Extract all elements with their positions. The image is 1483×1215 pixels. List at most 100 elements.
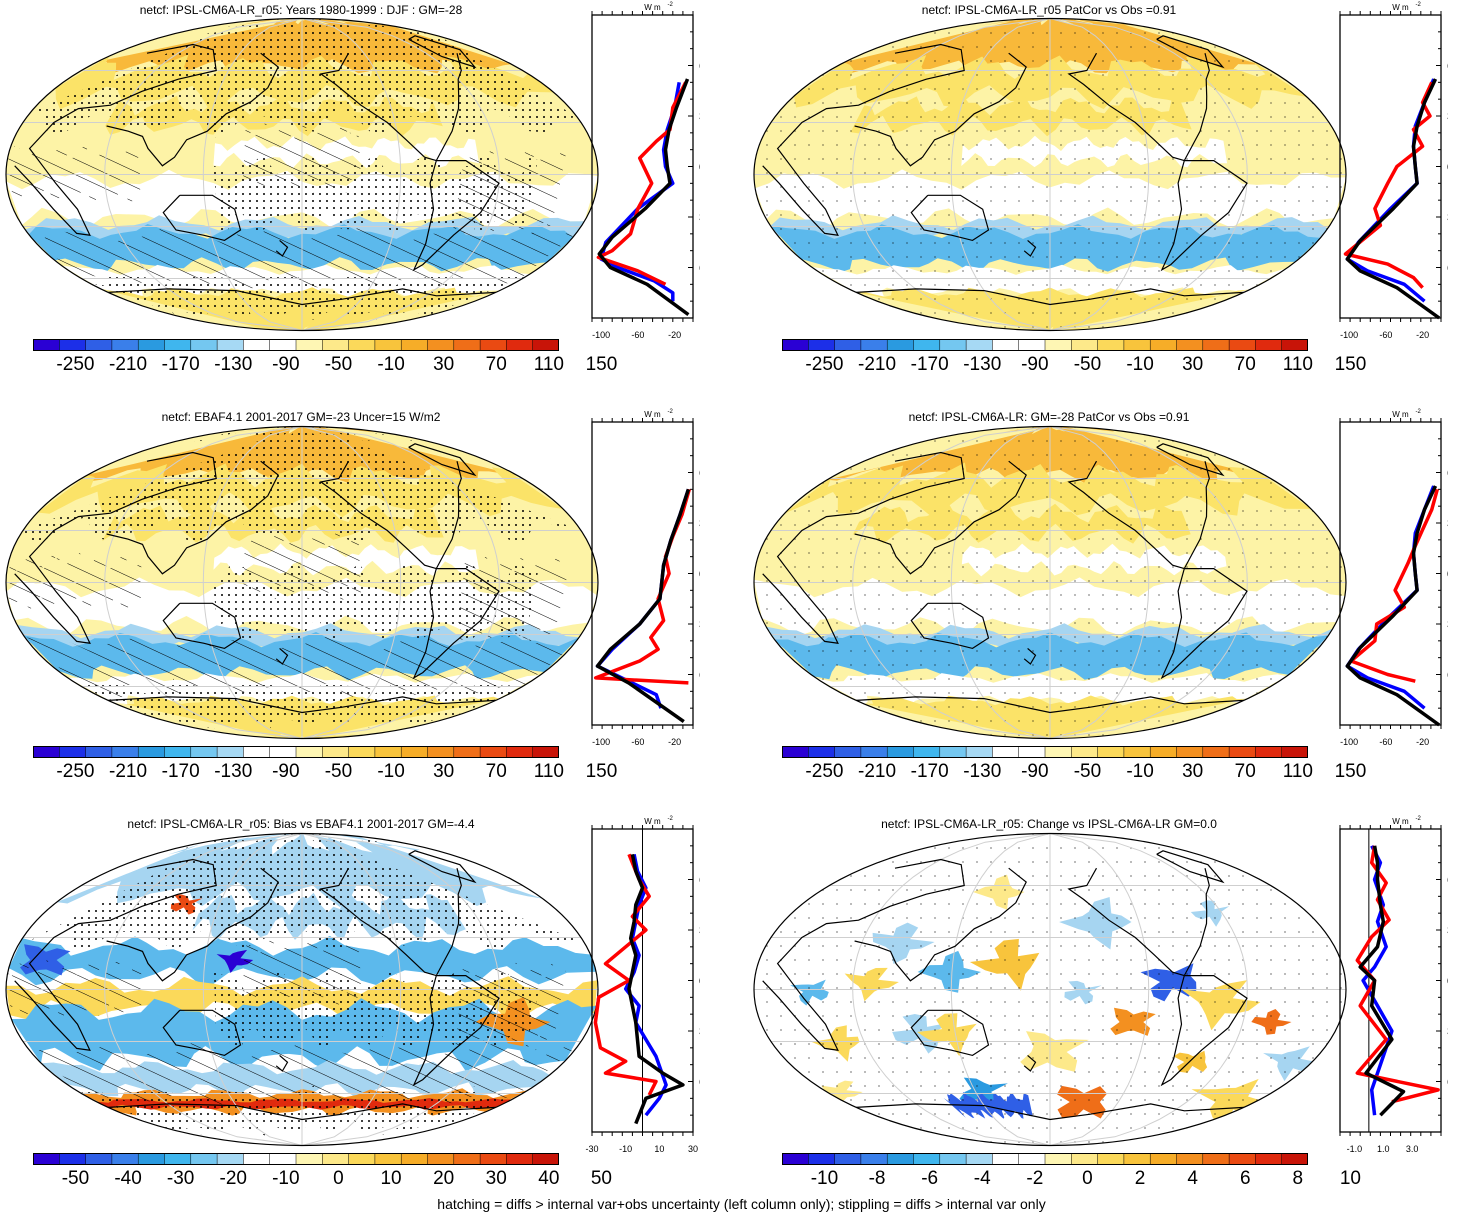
colorbar-tick-label: 10	[1339, 1168, 1362, 1189]
colorbar-swatch	[1255, 339, 1283, 351]
stippling	[30, 18, 577, 138]
colorbar-tick-label: 110	[1282, 354, 1313, 375]
colorbar-frame	[33, 339, 559, 351]
map-title: netcf: IPSL-CM6A-LR_r05: Change vs IPSL-…	[881, 817, 1217, 831]
colorbar-swatch	[1044, 1153, 1073, 1165]
colorbar-tick-label: -170	[910, 354, 949, 375]
x-tick-label: 30	[688, 1144, 698, 1154]
colorbar-swatch	[1202, 1153, 1230, 1165]
colorbar-tick-label: -90	[272, 354, 300, 375]
colorbar-swatch	[1228, 339, 1257, 351]
colorbar-swatch	[939, 339, 967, 351]
coastlines	[14, 35, 500, 306]
coastline	[1156, 850, 1225, 884]
colorbar-tick-label: -10	[810, 1168, 839, 1189]
colorbar-tick-label: 30	[1182, 354, 1204, 375]
colorbar-tick-label: -30	[166, 1168, 195, 1189]
coastlines	[762, 850, 1248, 1121]
map-border	[5, 832, 599, 1147]
colorbar-swatch	[59, 1153, 87, 1165]
colorbar	[782, 746, 1308, 758]
coastline	[762, 43, 965, 236]
colorbar-tick-label: -130	[214, 354, 253, 375]
coastline	[1160, 975, 1248, 1087]
x-tick-label: -60	[631, 737, 644, 747]
longitude-line	[104, 18, 303, 331]
coastline	[108, 1103, 496, 1121]
colorbar-tick-label: 70	[485, 354, 507, 375]
longitude-line	[301, 18, 402, 331]
series-line	[595, 488, 691, 724]
coastline	[275, 1054, 289, 1072]
unit-label: W m	[644, 410, 661, 419]
coastline	[854, 52, 1027, 167]
colorbar-tick-label: -210	[109, 354, 148, 375]
colorbar-swatch	[164, 746, 192, 758]
colorbar-swatch	[886, 746, 915, 758]
colorbar-tick-label: 150	[1334, 761, 1367, 782]
colorbar-swatch	[834, 746, 862, 758]
colorbar-swatch	[400, 339, 429, 351]
graticule	[6, 18, 598, 331]
colorbar-tick-label: 110	[533, 354, 564, 375]
y-tick-label: 0	[1447, 162, 1448, 174]
zonal-mean-plot: -30 -10 10 30 W m -2 60N 30N 0 30S 60S	[585, 816, 700, 1154]
zonal-mean-plot: -100 -60 -20 W m -2 60N 30N 0 30S 60S	[1339, 409, 1448, 747]
colorbar-swatch	[1228, 1153, 1257, 1165]
coastline	[108, 696, 496, 714]
colorbar-swatch	[992, 746, 1020, 758]
colorbar-tick-label: 30	[485, 1168, 507, 1189]
colorbar-tick-label: 70	[485, 761, 507, 782]
y-tick-label: 60N	[699, 61, 700, 73]
colorbar-swatch	[216, 339, 245, 351]
map-field	[6, 833, 598, 1146]
colorbar-swatch	[965, 1153, 994, 1165]
coastline	[106, 52, 279, 167]
colorbar-tick-label: 50	[590, 1168, 613, 1189]
zonal-mean-plot: -100 -60 -20 W m -2 60N 30N 0 30S 60S	[1339, 2, 1448, 340]
colorbar-swatch	[59, 339, 87, 351]
coastline	[1067, 52, 1210, 162]
colorbar-swatch	[348, 339, 376, 351]
colorbar-swatch	[808, 1153, 836, 1165]
unit-superscript: -2	[668, 409, 674, 415]
y-tick-label: 60S	[699, 263, 700, 275]
colorbar-labels: -50 -40 -30 -20 -10 0 10 20 30 40 50	[33, 1168, 612, 1190]
colorbar-swatch	[913, 746, 941, 758]
y-tick-label: 60S	[1447, 670, 1448, 682]
colorbar-swatch	[532, 746, 559, 758]
colorbar	[33, 339, 559, 351]
colorbar-swatch	[374, 339, 402, 351]
colorbar-swatch	[1202, 339, 1230, 351]
coastlines	[762, 35, 1248, 306]
colorbar-swatch	[782, 1153, 810, 1165]
y-tick-label: 60N	[1447, 61, 1448, 73]
colorbar-tick-label: 2	[1134, 1168, 1146, 1189]
coastline	[910, 194, 990, 242]
colorbar-swatch	[506, 1153, 534, 1165]
coastline	[108, 288, 496, 306]
coastline	[1156, 443, 1225, 477]
colorbar-tick-label: 110	[1282, 761, 1313, 782]
colorbar-swatch	[453, 1153, 481, 1165]
y-tick-label: 30N	[699, 518, 700, 530]
y-tick-label: 60S	[699, 670, 700, 682]
colorbar-tick-label: -50	[61, 1168, 90, 1189]
hatching	[29, 1042, 579, 1105]
colorbar-tick-label: -2	[1026, 1168, 1044, 1189]
x-tick-label: -20	[668, 330, 681, 340]
colorbar-swatch	[782, 339, 810, 351]
plot-frame	[1339, 421, 1442, 726]
colorbar-tick-label: 150	[585, 761, 618, 782]
map-border	[753, 425, 1347, 740]
longitude-line	[1049, 426, 1248, 739]
colorbar	[33, 1153, 559, 1165]
series-line	[1358, 845, 1406, 1117]
x-tick-label: 10	[654, 1144, 664, 1154]
series-line	[1345, 485, 1441, 727]
longitude-line	[104, 426, 303, 739]
coastline	[1156, 35, 1225, 69]
colorbar-swatch	[860, 339, 888, 351]
colorbar-swatch	[269, 746, 297, 758]
coastline	[1023, 647, 1037, 665]
